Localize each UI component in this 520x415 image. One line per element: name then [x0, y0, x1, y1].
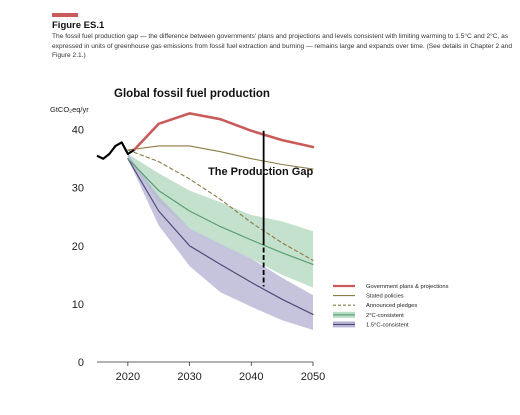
chart-title: Global fossil fuel production [114, 88, 270, 100]
y-tick-label: 40 [72, 125, 84, 137]
x-tick-label: 2020 [116, 371, 140, 383]
scenario-bands [127, 154, 314, 330]
series-lines [96, 112, 315, 315]
legend-1p5c-label: 1.5°C-consistent [366, 322, 409, 328]
line-stated-policies [127, 145, 314, 170]
y-axis-label: GtCO₂eq/yr [50, 105, 89, 114]
line-announced-pledges [127, 149, 314, 261]
band-2c [127, 154, 314, 288]
band-1p5c [127, 154, 314, 330]
gap-label: The Production Gap [208, 166, 313, 178]
line-government-plans [132, 112, 315, 152]
x-tick-label: 2040 [239, 371, 263, 383]
legend-government-plans-label: Government plans & projections [366, 284, 449, 290]
figure-caption: The fossil fuel production gap — the dif… [52, 33, 512, 60]
legend-2c-label: 2°C-consistent [366, 313, 404, 319]
production-gap-annotation: The Production Gap [208, 130, 313, 287]
figure-label: Figure ES.1 [52, 20, 105, 31]
y-tick-label: 20 [72, 241, 84, 253]
legend-announced-pledges-label: Announced pledges [366, 303, 417, 309]
x-tick-label: 2030 [177, 371, 201, 383]
legend: Government plans & projections Stated pol… [333, 284, 449, 328]
line-2c [127, 158, 314, 265]
y-tick-label: 0 [78, 357, 84, 369]
x-tick-label: 2050 [301, 371, 325, 383]
line-1p5c [127, 158, 314, 315]
legend-stated-policies-label: Stated policies [366, 294, 404, 300]
figure-accent-bar [52, 13, 78, 17]
y-tick-label: 30 [72, 183, 84, 195]
y-tick-label: 10 [72, 299, 84, 311]
line-historical [96, 141, 135, 160]
